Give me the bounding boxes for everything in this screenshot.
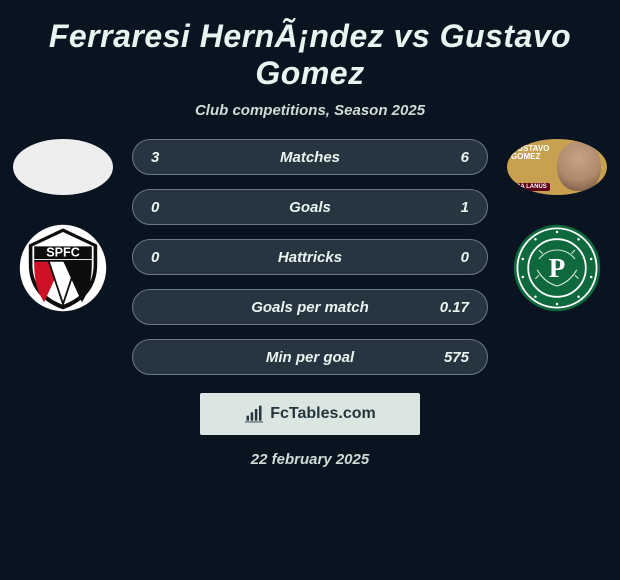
bar-chart-icon (244, 404, 264, 424)
comparison-body: SPFC 3 Matches 6 0 (0, 139, 620, 375)
stat-label: Min per goal (197, 349, 423, 366)
stat-right-value: 0.17 (423, 299, 469, 316)
stat-row-min-per-goal: Min per goal 575 (132, 339, 488, 375)
left-club-logo: SPFC (18, 223, 108, 313)
page-title: Ferraresi HernÃ¡ndez vs Gustavo Gomez (0, 10, 620, 96)
palmeiras-crest-icon: P (512, 223, 602, 313)
stat-right-value: 6 (423, 149, 469, 166)
right-player-column: P (502, 139, 612, 313)
stat-left-value: 0 (151, 199, 197, 216)
spfc-shield-icon: SPFC (18, 223, 108, 313)
stats-list: 3 Matches 6 0 Goals 1 0 Hattricks 0 Goal… (128, 139, 492, 375)
stat-left-value: 0 (151, 249, 197, 266)
stat-right-value: 1 (423, 199, 469, 216)
stat-row-hattricks: 0 Hattricks 0 (132, 239, 488, 275)
stat-label: Matches (197, 149, 423, 166)
palmeiras-letter: P (549, 253, 566, 283)
stat-right-value: 575 (423, 349, 469, 366)
stat-label: Goals per match (197, 299, 423, 316)
left-player-photo (13, 139, 113, 195)
fctables-label: FcTables.com (270, 405, 376, 423)
stat-left-value: 3 (151, 149, 197, 166)
fctables-link[interactable]: FcTables.com (200, 393, 420, 435)
comparison-card: Ferraresi HernÃ¡ndez vs Gustavo Gomez Cl… (0, 0, 620, 478)
right-player-photo (507, 139, 607, 195)
right-club-logo: P (512, 223, 602, 313)
stat-row-goals-per-match: Goals per match 0.17 (132, 289, 488, 325)
stat-row-goals: 0 Goals 1 (132, 189, 488, 225)
left-player-column: SPFC (8, 139, 118, 313)
stat-right-value: 0 (423, 249, 469, 266)
page-subtitle: Club competitions, Season 2025 (0, 102, 620, 119)
stat-row-matches: 3 Matches 6 (132, 139, 488, 175)
spfc-text: SPFC (46, 245, 80, 259)
comparison-date: 22 february 2025 (0, 451, 620, 468)
stat-label: Hattricks (197, 249, 423, 266)
stat-label: Goals (197, 199, 423, 216)
